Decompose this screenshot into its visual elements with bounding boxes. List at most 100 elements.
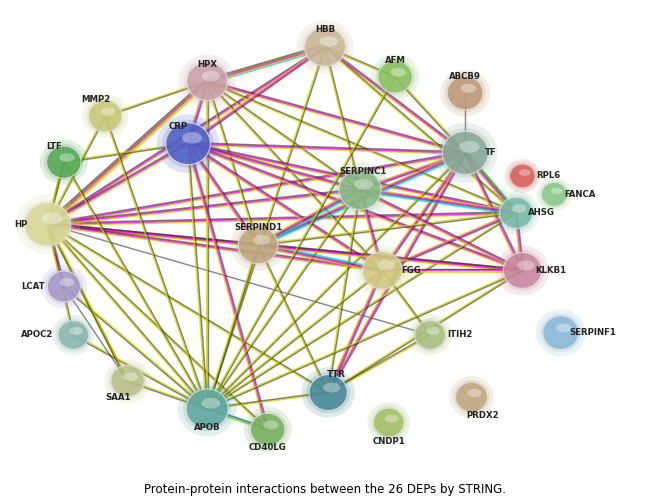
Ellipse shape <box>186 389 228 428</box>
Ellipse shape <box>556 323 572 333</box>
Ellipse shape <box>82 94 129 138</box>
Ellipse shape <box>166 123 211 165</box>
Ellipse shape <box>306 372 350 413</box>
Ellipse shape <box>543 316 578 349</box>
Ellipse shape <box>162 120 214 168</box>
Ellipse shape <box>105 359 151 403</box>
Ellipse shape <box>385 415 398 422</box>
Ellipse shape <box>183 386 231 431</box>
Ellipse shape <box>16 194 80 255</box>
Text: HPX: HPX <box>197 60 217 69</box>
Ellipse shape <box>231 219 286 271</box>
Text: LTF: LTF <box>46 142 62 151</box>
Ellipse shape <box>184 60 231 104</box>
Ellipse shape <box>375 58 415 95</box>
Ellipse shape <box>88 101 122 132</box>
Ellipse shape <box>467 389 482 397</box>
Text: KLKB1: KLKB1 <box>536 266 567 275</box>
Text: CNDP1: CNDP1 <box>372 437 405 446</box>
Ellipse shape <box>47 146 81 178</box>
Text: HBB: HBB <box>315 25 335 34</box>
Ellipse shape <box>445 74 486 112</box>
Ellipse shape <box>44 144 84 181</box>
Ellipse shape <box>519 169 530 176</box>
Ellipse shape <box>47 271 81 302</box>
Ellipse shape <box>409 315 452 355</box>
Ellipse shape <box>59 278 74 287</box>
Text: TF: TF <box>485 148 497 157</box>
Ellipse shape <box>86 98 124 134</box>
Text: LCAT: LCAT <box>21 282 45 291</box>
Ellipse shape <box>320 36 338 47</box>
Ellipse shape <box>433 123 497 183</box>
Ellipse shape <box>25 203 71 246</box>
Ellipse shape <box>439 128 491 178</box>
Ellipse shape <box>331 162 389 217</box>
Text: APOB: APOB <box>194 423 220 432</box>
Text: AHSG: AHSG <box>528 208 555 217</box>
Ellipse shape <box>202 398 220 409</box>
Text: SERPINF1: SERPINF1 <box>569 328 616 337</box>
Ellipse shape <box>510 164 535 188</box>
Ellipse shape <box>52 315 95 355</box>
Ellipse shape <box>41 265 87 308</box>
Text: TTR: TTR <box>327 370 346 379</box>
Ellipse shape <box>182 132 202 144</box>
Ellipse shape <box>413 319 448 352</box>
Ellipse shape <box>500 197 532 228</box>
Ellipse shape <box>305 28 345 66</box>
Ellipse shape <box>179 55 236 108</box>
Ellipse shape <box>309 375 347 410</box>
Ellipse shape <box>373 408 404 437</box>
Ellipse shape <box>449 376 494 418</box>
Ellipse shape <box>177 381 237 436</box>
Ellipse shape <box>503 253 541 289</box>
Ellipse shape <box>378 61 412 93</box>
Ellipse shape <box>58 321 88 349</box>
Ellipse shape <box>540 314 581 352</box>
Ellipse shape <box>371 406 406 439</box>
Ellipse shape <box>235 224 281 267</box>
Text: APOC2: APOC2 <box>21 331 53 340</box>
Ellipse shape <box>248 411 287 448</box>
Ellipse shape <box>459 141 480 153</box>
Ellipse shape <box>302 25 348 69</box>
Ellipse shape <box>355 244 410 297</box>
Ellipse shape <box>42 212 62 224</box>
Text: SAA1: SAA1 <box>105 393 131 402</box>
Ellipse shape <box>415 321 445 349</box>
Ellipse shape <box>250 413 285 445</box>
Ellipse shape <box>504 159 540 193</box>
Ellipse shape <box>500 250 545 291</box>
Ellipse shape <box>551 188 562 194</box>
Text: HP: HP <box>14 220 27 229</box>
Text: PRDX2: PRDX2 <box>467 411 499 420</box>
Ellipse shape <box>517 261 534 271</box>
Ellipse shape <box>496 245 549 296</box>
Ellipse shape <box>187 62 228 101</box>
Ellipse shape <box>157 114 219 173</box>
Text: Protein-protein interactions between the 26 DEPs by STRING.: Protein-protein interactions between the… <box>144 483 506 496</box>
Ellipse shape <box>536 178 572 211</box>
Ellipse shape <box>339 170 381 209</box>
Ellipse shape <box>460 84 476 93</box>
Ellipse shape <box>263 420 278 429</box>
Ellipse shape <box>244 407 292 452</box>
Ellipse shape <box>59 153 75 162</box>
Ellipse shape <box>497 195 535 230</box>
Ellipse shape <box>296 20 354 74</box>
Ellipse shape <box>56 319 91 352</box>
Ellipse shape <box>21 199 74 249</box>
Ellipse shape <box>101 107 116 116</box>
Ellipse shape <box>45 269 83 305</box>
Ellipse shape <box>70 327 83 335</box>
Text: CRP: CRP <box>169 122 188 131</box>
Text: RPL6: RPL6 <box>536 171 560 180</box>
Ellipse shape <box>123 372 138 381</box>
Ellipse shape <box>253 235 270 245</box>
Text: FGG: FGG <box>401 266 421 275</box>
Ellipse shape <box>540 181 569 208</box>
Ellipse shape <box>377 260 395 271</box>
Text: SERPINC1: SERPINC1 <box>339 167 387 176</box>
Ellipse shape <box>371 54 419 100</box>
